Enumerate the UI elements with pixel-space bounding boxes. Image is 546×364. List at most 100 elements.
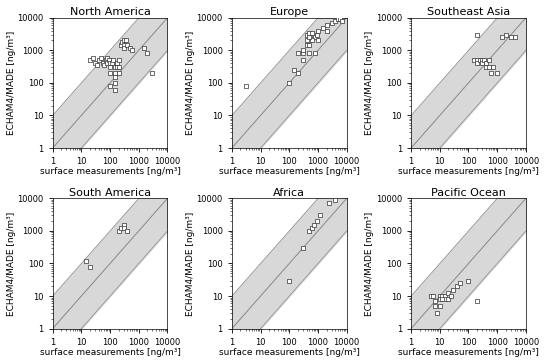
Point bbox=[473, 57, 482, 63]
Y-axis label: ECHAM4/MADE [ng/m³]: ECHAM4/MADE [ng/m³] bbox=[186, 31, 195, 135]
Point bbox=[93, 62, 102, 68]
Point bbox=[331, 197, 340, 203]
Point bbox=[455, 280, 464, 286]
Point bbox=[307, 225, 316, 231]
Point bbox=[493, 70, 502, 76]
Point bbox=[109, 57, 118, 63]
Point bbox=[114, 228, 123, 234]
Point bbox=[435, 296, 444, 302]
Point bbox=[86, 264, 94, 270]
Point bbox=[316, 213, 325, 218]
Point bbox=[319, 25, 328, 31]
Point bbox=[118, 39, 127, 45]
Point bbox=[86, 57, 94, 63]
Point bbox=[111, 74, 120, 80]
Point bbox=[312, 32, 321, 37]
Point bbox=[305, 228, 314, 234]
Point bbox=[510, 35, 519, 40]
Point bbox=[307, 29, 316, 35]
Y-axis label: ECHAM4/MADE [ng/m³]: ECHAM4/MADE [ng/m³] bbox=[365, 31, 375, 135]
Point bbox=[441, 293, 449, 299]
Point bbox=[438, 293, 447, 299]
Point bbox=[327, 20, 336, 26]
Point bbox=[302, 37, 311, 43]
Point bbox=[241, 83, 250, 89]
Point bbox=[473, 60, 482, 66]
Point bbox=[307, 35, 316, 40]
Point bbox=[432, 310, 441, 316]
Point bbox=[302, 41, 311, 47]
Title: Southeast Asia: Southeast Asia bbox=[427, 7, 510, 17]
Point bbox=[447, 293, 455, 299]
Point bbox=[114, 64, 123, 70]
Point bbox=[322, 22, 331, 28]
X-axis label: surface measurements [ng/m³]: surface measurements [ng/m³] bbox=[398, 348, 539, 357]
Point bbox=[334, 16, 342, 22]
Title: South America: South America bbox=[69, 187, 151, 198]
Point bbox=[478, 57, 486, 63]
Point bbox=[449, 288, 458, 293]
Point bbox=[106, 60, 115, 66]
Point bbox=[290, 67, 299, 73]
Point bbox=[427, 293, 436, 299]
Point bbox=[120, 225, 128, 231]
Point bbox=[299, 245, 307, 251]
Point bbox=[106, 83, 115, 89]
Point bbox=[143, 51, 152, 56]
Y-axis label: ECHAM4/MADE [ng/m³]: ECHAM4/MADE [ng/m³] bbox=[186, 211, 195, 316]
Point bbox=[106, 64, 115, 70]
Point bbox=[302, 32, 311, 37]
Point bbox=[123, 228, 132, 234]
Y-axis label: ECHAM4/MADE [ng/m³]: ECHAM4/MADE [ng/m³] bbox=[365, 211, 375, 316]
Title: Pacific Ocean: Pacific Ocean bbox=[431, 187, 506, 198]
Y-axis label: ECHAM4/MADE [ng/m³]: ECHAM4/MADE [ng/m³] bbox=[7, 211, 16, 316]
Point bbox=[123, 41, 132, 47]
Point bbox=[305, 29, 314, 35]
Point bbox=[309, 32, 318, 37]
Point bbox=[484, 57, 493, 63]
Point bbox=[473, 298, 482, 304]
Title: Africa: Africa bbox=[273, 187, 305, 198]
Point bbox=[103, 55, 111, 60]
Point bbox=[441, 296, 449, 302]
Point bbox=[104, 57, 113, 63]
Title: Europe: Europe bbox=[270, 7, 309, 17]
Point bbox=[111, 87, 120, 93]
Point bbox=[331, 18, 340, 24]
Point bbox=[486, 70, 495, 76]
Point bbox=[99, 62, 108, 68]
Point bbox=[429, 293, 438, 299]
Point bbox=[435, 293, 444, 299]
Point bbox=[305, 35, 314, 40]
Point bbox=[438, 296, 447, 302]
Point bbox=[480, 57, 489, 63]
Point bbox=[464, 278, 473, 284]
Point bbox=[113, 64, 122, 70]
Point bbox=[120, 41, 128, 47]
Point bbox=[117, 41, 126, 47]
Point bbox=[473, 32, 482, 37]
Point bbox=[120, 222, 128, 228]
Point bbox=[101, 57, 110, 63]
Point bbox=[299, 57, 307, 63]
Point bbox=[120, 45, 128, 51]
Point bbox=[88, 55, 97, 60]
Point bbox=[114, 70, 123, 76]
Point bbox=[94, 57, 103, 63]
Point bbox=[431, 298, 440, 304]
Point bbox=[488, 64, 497, 70]
Point bbox=[311, 35, 319, 40]
Point bbox=[498, 35, 507, 40]
Point bbox=[126, 45, 134, 51]
Point bbox=[453, 283, 461, 289]
Point bbox=[111, 80, 120, 86]
Point bbox=[294, 70, 302, 76]
Point bbox=[106, 70, 115, 76]
Point bbox=[305, 41, 314, 47]
Point bbox=[285, 278, 294, 284]
Point bbox=[98, 60, 107, 66]
Point bbox=[309, 222, 318, 228]
Point bbox=[114, 57, 123, 63]
Point bbox=[299, 47, 307, 53]
Point bbox=[482, 64, 490, 70]
